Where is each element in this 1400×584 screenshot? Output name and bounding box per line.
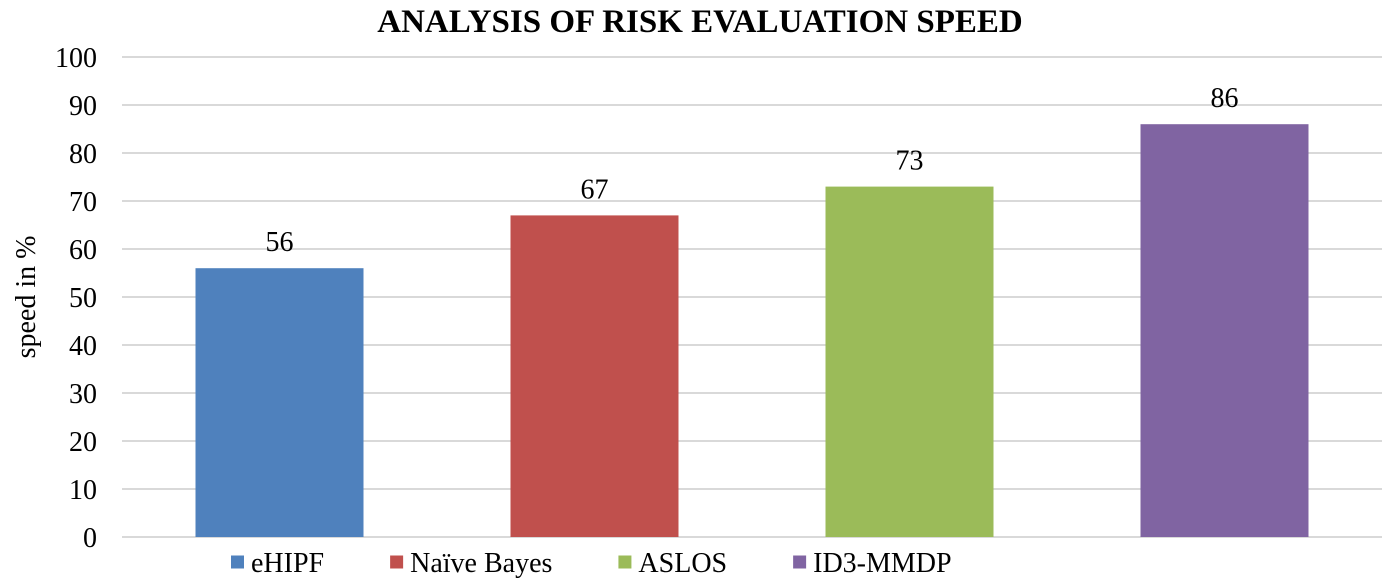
y-tick-label: 0 — [83, 523, 97, 554]
bar-ehipf — [195, 268, 364, 537]
y-tick-label: 10 — [69, 475, 97, 506]
legend-swatch — [390, 555, 404, 569]
legend-swatch — [618, 555, 632, 569]
y-tick-label: 60 — [69, 235, 97, 266]
legend: eHIPF Naïve Bayes ASLOS ID3-MMDP — [231, 548, 952, 579]
bar-na-ve-bayes — [510, 215, 679, 537]
y-tick-label: 100 — [55, 43, 97, 74]
legend-label: eHIPF — [251, 548, 324, 579]
data-labels: 56 67 73 86 — [266, 83, 1239, 258]
bars — [195, 124, 1309, 537]
y-tick-label: 30 — [69, 379, 97, 410]
legend-label: ASLOS — [638, 548, 727, 579]
data-label: 86 — [1211, 83, 1239, 114]
y-tick-label: 90 — [69, 91, 97, 122]
y-tick-label: 20 — [69, 427, 97, 458]
legend-item: eHIPF — [231, 548, 324, 579]
y-tick-label: 40 — [69, 331, 97, 362]
y-axis-title: speed in % — [11, 236, 42, 359]
bar-id3-mmdp — [1140, 124, 1309, 537]
y-tick-label: 70 — [69, 187, 97, 218]
bar-aslos — [825, 186, 994, 537]
legend-item: ID3-MMDP — [793, 548, 952, 579]
chart-title: ANALYSIS OF RISK EVALUATION SPEED — [377, 4, 1023, 40]
legend-item: ASLOS — [618, 548, 727, 579]
y-axis-ticks: 0 10 20 30 40 50 60 70 80 90 100 — [55, 43, 97, 554]
legend-swatch — [231, 555, 244, 569]
legend-swatch — [793, 555, 807, 569]
legend-label: ID3-MMDP — [813, 548, 951, 579]
legend-item: Naïve Bayes — [390, 548, 552, 579]
legend-label: Naïve Bayes — [410, 548, 552, 579]
data-label: 73 — [896, 146, 924, 177]
y-tick-label: 50 — [69, 283, 97, 314]
y-tick-label: 80 — [69, 139, 97, 170]
data-label: 56 — [266, 227, 294, 258]
data-label: 67 — [581, 174, 609, 205]
